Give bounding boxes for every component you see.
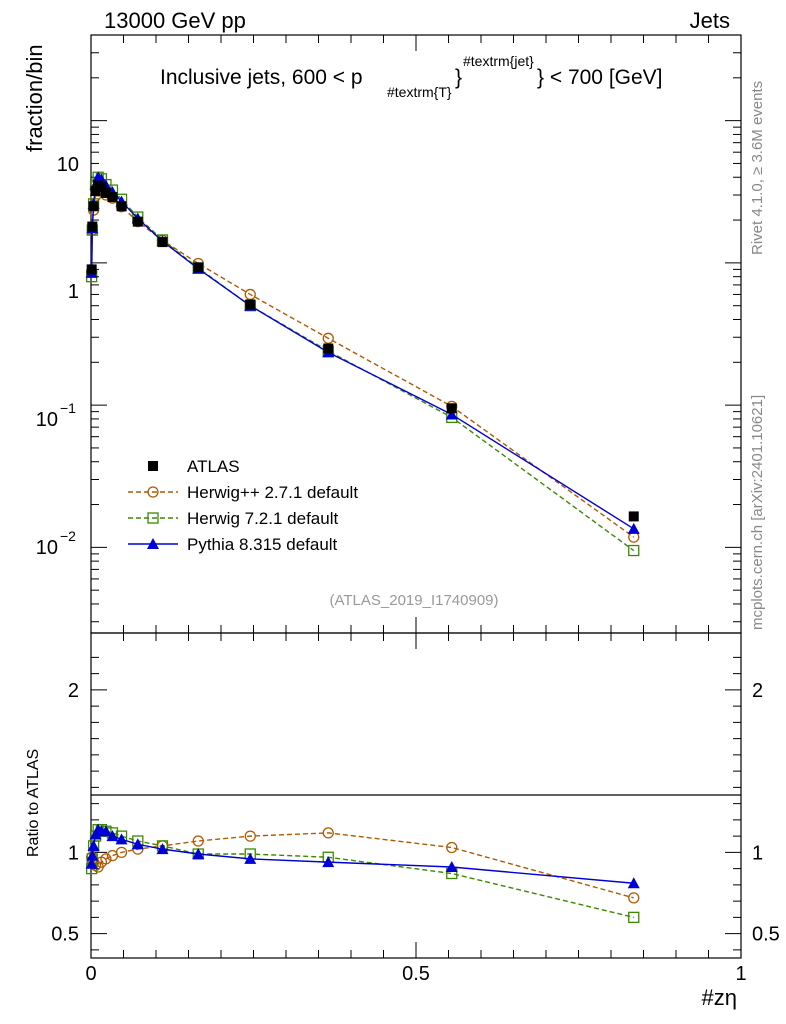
title-end: } < 700 [GeV] (537, 66, 663, 89)
ratio-point-pythia-8-315-default (86, 849, 99, 861)
title-main: Inclusive jets, 600 < p (160, 66, 363, 89)
legend-label-herwig-2-7-1-default: Herwig++ 2.7.1 default (187, 483, 358, 502)
ratio-point-pythia-8-315-default (322, 856, 335, 868)
ratio-tick-labels: 0.5 0.5 1 1 2 2 (51, 680, 780, 946)
ratio-point-herwig-2-7-1-default (628, 892, 640, 904)
beam-energy-label: 13000 GeV pp (104, 8, 246, 33)
ratio-tick-label-right: 1 (752, 842, 763, 864)
data-point-pythia-8-315-default (445, 408, 458, 420)
ratio-point-pythia-8-315-default (244, 852, 257, 864)
ratio-point-pythia-8-315-default (99, 825, 112, 837)
jets-label: Jets (690, 8, 730, 33)
ratio-series-group (85, 823, 640, 924)
x-tick-labels: 0 0.5 1 (85, 963, 746, 985)
legend-label-atlas: ATLAS (187, 457, 240, 476)
legend-marker-pythia-8-315-default (147, 538, 159, 549)
data-point-atlas (86, 264, 97, 275)
data-point-atlas (132, 216, 143, 227)
data-point-atlas (446, 403, 457, 414)
legend-label-pythia-8-315-default: Pythia 8.315 default (187, 535, 338, 554)
data-point-herwig-2-7-1-default (322, 332, 334, 344)
data-point-atlas (116, 201, 127, 212)
x-tick-label: 0.5 (402, 963, 430, 985)
title-brace: } (455, 66, 462, 89)
ratio-point-pythia-8-315-default (106, 830, 119, 842)
axis-ticks (90, 34, 742, 958)
y-tick-label-1e-2-exp: −2 (60, 528, 76, 544)
data-point-herwig-2-7-1-default (244, 288, 256, 301)
data-point-atlas (157, 237, 168, 248)
data-point-herwig-7-2-1-default (628, 544, 640, 557)
ratio-point-pythia-8-315-default (156, 843, 169, 855)
ratio-point-pythia-8-315-default (627, 877, 640, 889)
ratio-point-herwig-2-7-1-default (100, 853, 112, 865)
ratio-tick-label-left: 2 (68, 680, 79, 702)
ratio-point-herwig-2-7-1-default (322, 827, 334, 839)
plot-title: Inclusive jets, 600 < p #textrm{T} } #te… (160, 53, 663, 100)
x-tick-label: 0 (85, 963, 96, 985)
ratio-y-axis-label: Ratio to ATLAS (25, 749, 42, 857)
y-tick-label-1e-2: 10 (36, 537, 58, 559)
ratio-point-herwig-2-7-1-default (115, 846, 128, 859)
ratio-tick-label-left: 1 (68, 842, 79, 864)
data-point-atlas (628, 511, 639, 522)
ratio-line-pythia-8-315-default (90, 828, 634, 884)
ratio-line-herwig-2-7-1-default (90, 832, 634, 899)
data-point-atlas (245, 299, 256, 310)
ratio-point-pythia-8-315-default (115, 833, 128, 845)
legend-marker-atlas (148, 461, 158, 471)
ratio-line-herwig-7-2-1-default (90, 828, 634, 919)
ratio-point-pythia-8-315-default (445, 861, 458, 872)
ratio-tick-label-right: 2 (752, 680, 763, 702)
series-line-herwig-2-7-1-default (90, 190, 635, 538)
analysis-tag: (ATLAS_2019_I1740909) (329, 592, 498, 609)
ratio-point-pythia-8-315-default (87, 839, 100, 851)
y-tick-label-1: 1 (68, 281, 79, 303)
y-tick-label-1e-1: 10 (36, 409, 58, 431)
data-point-atlas (323, 343, 334, 354)
ratio-point-pythia-8-315-default (131, 838, 144, 850)
series-line-herwig-7-2-1-default (90, 176, 635, 552)
ratio-tick-label-left: 0.5 (51, 924, 79, 946)
y-tick-label-10: 10 (57, 154, 79, 176)
data-point-atlas (107, 192, 118, 203)
ratio-point-pythia-8-315-default (85, 857, 98, 869)
ratio-tick-label-right: 0.5 (752, 924, 780, 946)
legend: ATLAS Herwig++ 2.7.1 default Herwig 7.2.1 … (128, 457, 358, 554)
main-series-group (85, 171, 640, 557)
y-tick-labels: 10 1 10 −1 10 −2 (36, 154, 79, 559)
title-superscript: #textrm{jet} (463, 53, 534, 69)
ratio-point-herwig-7-2-1-default (628, 911, 640, 924)
data-point-atlas (90, 186, 101, 197)
x-tick-label: 1 (735, 963, 746, 985)
ratio-point-pythia-8-315-default (192, 848, 205, 859)
legend-label-herwig-7-2-1-default: Herwig 7.2.1 default (187, 509, 338, 528)
ratio-point-herwig-2-7-1-default (192, 835, 204, 847)
ratio-point-herwig-2-7-1-default (446, 841, 458, 854)
x-axis-label: #zη (702, 985, 737, 1010)
rivet-version-label: Rivet 4.1.0, ≥ 3.6M events (749, 81, 766, 255)
legend-marker-herwig-2-7-1-default (147, 486, 159, 498)
data-point-atlas (193, 262, 204, 273)
ratio-point-herwig-2-7-1-default (244, 830, 256, 842)
mcplots-label: mcplots.cern.ch [arXiv:2401.10621] (749, 395, 766, 630)
legend-marker-herwig-7-2-1-default (147, 512, 159, 524)
data-point-atlas (100, 187, 111, 198)
data-point-atlas (87, 221, 98, 232)
title-subscript: #textrm{T} (387, 84, 452, 100)
data-point-atlas (96, 182, 107, 193)
y-axis-label: fraction/bin (22, 44, 47, 152)
series-line-pythia-8-315-default (90, 176, 635, 530)
data-point-atlas (88, 201, 99, 212)
y-tick-label-1e-1-exp: −1 (60, 400, 76, 416)
data-point-pythia-8-315-default (627, 522, 640, 534)
